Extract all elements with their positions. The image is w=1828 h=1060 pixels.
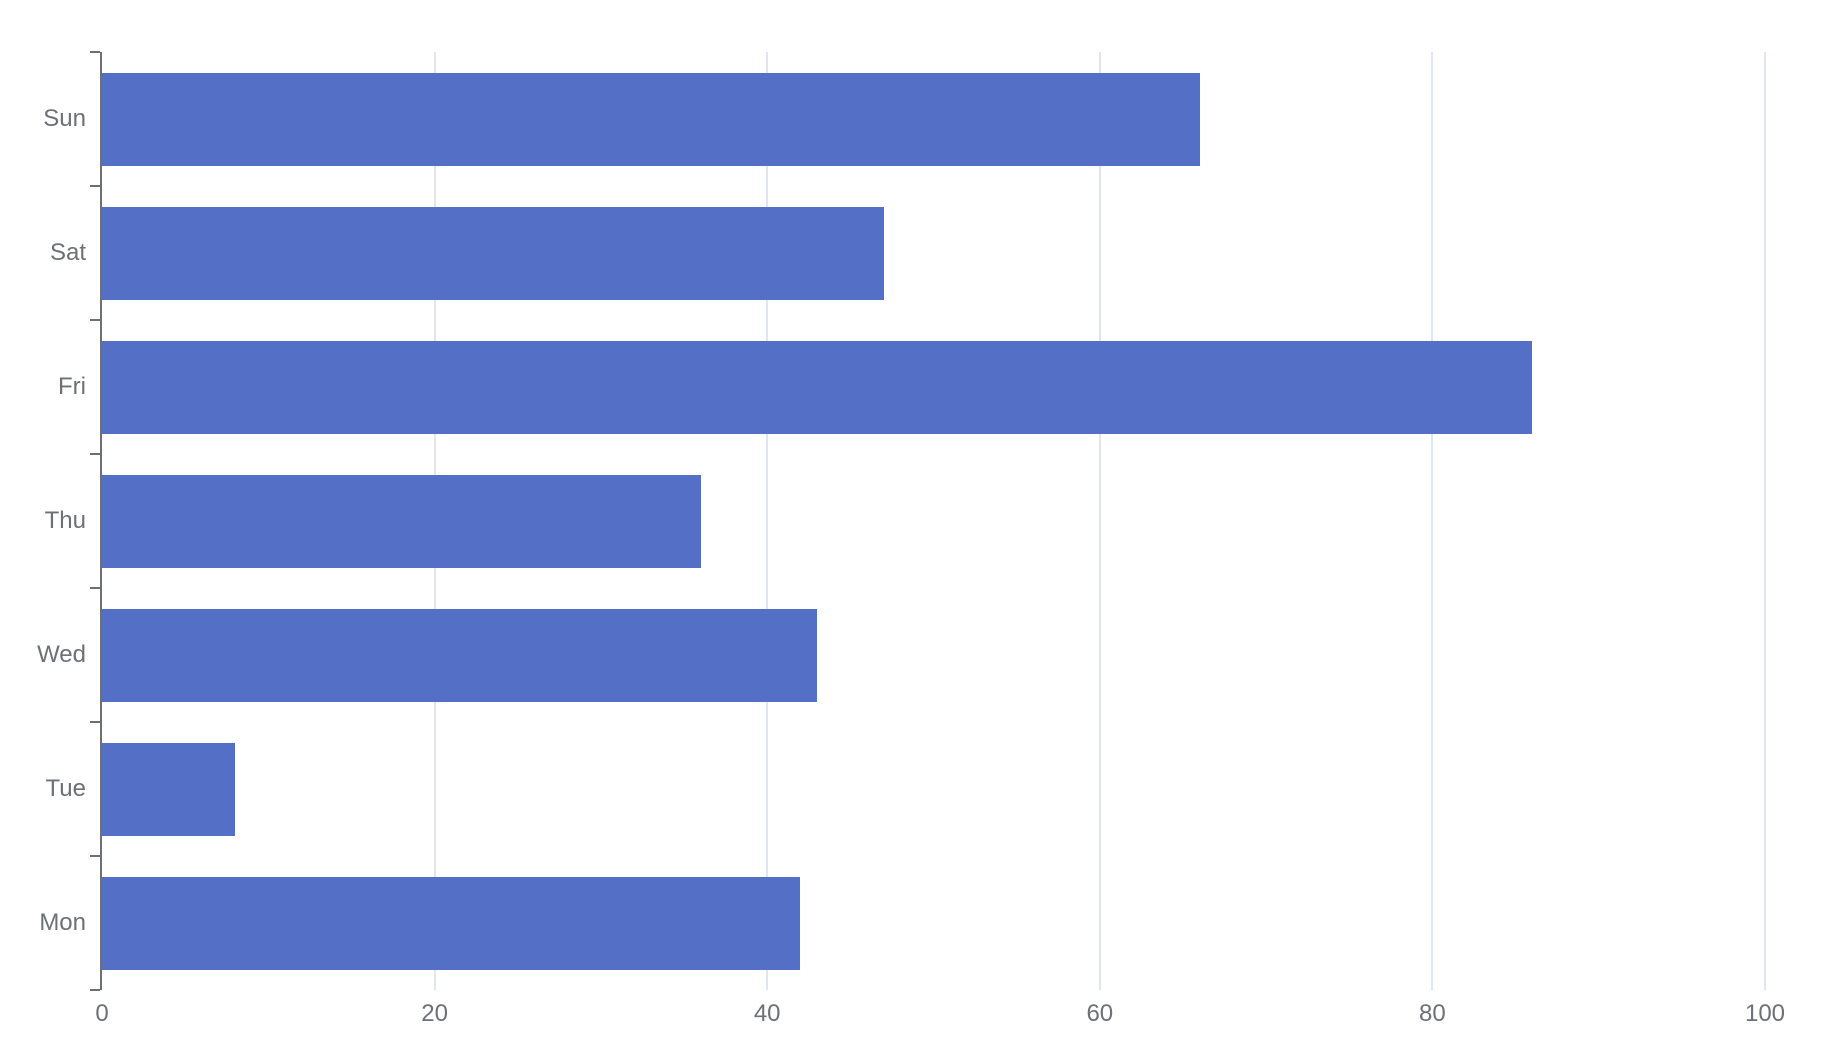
gridline-100 xyxy=(1764,52,1766,990)
x-tick-label-60: 60 xyxy=(1086,1000,1114,1027)
y-axis-tick xyxy=(90,319,100,321)
bar-sun xyxy=(102,72,1200,166)
x-tick-label-0: 0 xyxy=(95,1000,109,1027)
y-tick-label-mon: Mon xyxy=(39,909,86,936)
y-axis-tick xyxy=(90,721,100,723)
y-tick-label-tue: Tue xyxy=(45,775,86,802)
y-axis-line xyxy=(100,52,102,990)
x-tick-label-20: 20 xyxy=(421,1000,448,1027)
y-tick-label-fri: Fri xyxy=(58,373,86,400)
y-axis-tick xyxy=(90,587,100,589)
bar-tue xyxy=(102,742,236,836)
bar-wed xyxy=(102,608,818,702)
y-axis-tick xyxy=(90,855,100,857)
gridline-80 xyxy=(1431,52,1434,990)
y-tick-label-sat: Sat xyxy=(49,239,86,266)
x-tick-label-100: 100 xyxy=(1744,1000,1786,1027)
y-axis-tick xyxy=(90,453,100,455)
y-tick-label-wed: Wed xyxy=(37,641,86,668)
x-tick-label-40: 40 xyxy=(753,1000,781,1027)
gridline-60 xyxy=(1098,52,1101,990)
bar-thu xyxy=(102,474,701,568)
bar-sat xyxy=(102,206,884,300)
y-tick-label-sun: Sun xyxy=(43,105,86,132)
y-axis-tick xyxy=(90,185,100,187)
bar-mon xyxy=(102,876,801,970)
y-axis-tick xyxy=(90,51,100,53)
x-tick-label-80: 80 xyxy=(1419,1000,1446,1027)
y-tick-label-thu: Thu xyxy=(44,507,86,534)
gridline-40 xyxy=(766,52,769,990)
y-axis-tick xyxy=(90,989,100,991)
bar-fri xyxy=(102,340,1533,434)
